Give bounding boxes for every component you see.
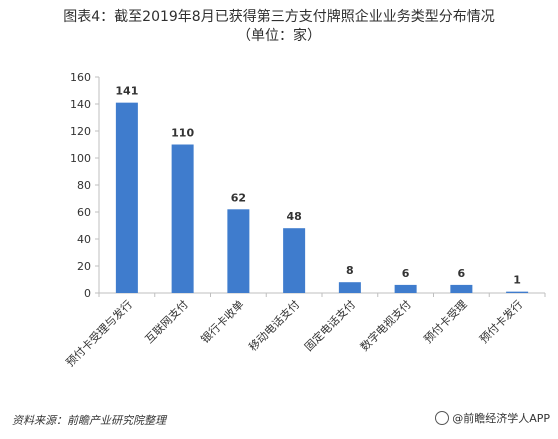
bar xyxy=(171,144,194,293)
y-axis-ticks: 0 20 40 60 80 100 120 140 160 xyxy=(70,71,99,300)
x-category-label: 移动电话支付 xyxy=(246,298,302,354)
data-label: 6 xyxy=(458,267,466,280)
bar xyxy=(450,284,473,293)
data-labels: 141 110 62 48 8 6 6 1 xyxy=(115,85,521,287)
brand-logo-icon xyxy=(435,411,450,425)
y-tick-label: 80 xyxy=(77,179,91,192)
y-tick-label: 100 xyxy=(70,152,91,165)
x-category-label: 预付卡受理与发行 xyxy=(63,297,135,369)
brand-footer: @前瞻经济学人APP xyxy=(435,410,550,426)
data-label: 141 xyxy=(115,85,138,98)
x-category-label: 银行卡收单 xyxy=(198,297,247,346)
data-label: 1 xyxy=(513,274,521,287)
brand-label: @前瞻经济学人APP xyxy=(452,412,550,425)
source-note: 资料来源：前瞻产业研究院整理 xyxy=(12,414,166,427)
x-axis-labels: 预付卡受理与发行 互联网支付 银行卡收单 移动电话支付 固定电话支付 数字电视支付 预付卡受… xyxy=(63,297,525,369)
y-tick-label: 0 xyxy=(84,287,91,300)
chart-subtitle-unit: （单位：家） xyxy=(237,28,321,44)
x-category-label: 预付卡受理 xyxy=(421,298,469,346)
y-tick-label: 140 xyxy=(70,98,91,111)
data-label: 6 xyxy=(402,267,410,280)
y-tick-label: 120 xyxy=(70,125,91,138)
bar xyxy=(506,291,529,293)
y-tick-label: 60 xyxy=(77,206,91,219)
data-label: 8 xyxy=(346,264,354,277)
x-category-label: 数字电视支付 xyxy=(357,297,414,354)
chart-axes xyxy=(98,77,546,297)
x-category-label: 互联网支付 xyxy=(143,298,191,346)
chart-title: 图表4：截至2019年8月已获得第三方支付牌照企业业务类型分布情况 xyxy=(63,9,495,25)
bar xyxy=(394,284,417,293)
y-tick-label: 40 xyxy=(77,233,91,246)
chart-bars xyxy=(115,102,529,294)
data-label: 110 xyxy=(171,127,194,140)
data-label: 48 xyxy=(286,210,301,223)
x-category-label: 固定电话支付 xyxy=(301,297,358,354)
data-label: 62 xyxy=(231,191,246,204)
bar xyxy=(338,282,361,293)
y-tick-label: 160 xyxy=(70,71,91,84)
bar xyxy=(115,102,138,294)
bar xyxy=(283,228,306,293)
y-tick-label: 20 xyxy=(77,260,91,273)
bar xyxy=(227,209,250,293)
x-category-label: 预付卡发行 xyxy=(476,297,525,346)
